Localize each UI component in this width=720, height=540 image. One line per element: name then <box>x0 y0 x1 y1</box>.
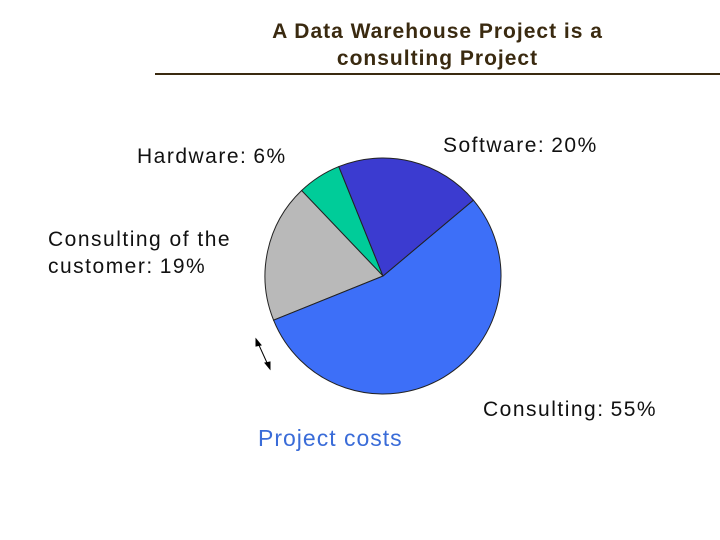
slice-label: Software: 20% <box>443 132 598 159</box>
chart-caption: Project costs <box>258 425 403 451</box>
slice-label: Consulting: 55% <box>483 396 657 423</box>
slice-name: Software: <box>443 134 546 157</box>
pie-slice <box>338 157 475 277</box>
slice-name: Consulting of the customer: <box>48 228 232 278</box>
slice-value: 6% <box>253 145 287 168</box>
slice-name: Consulting: <box>483 398 605 421</box>
slice-value: 20% <box>551 134 598 157</box>
slice-value: 19% <box>159 255 207 278</box>
slice-label: Consulting of the customer: 19% <box>48 226 253 280</box>
pie-slice <box>272 199 502 395</box>
slice-name: Hardware: <box>137 145 248 168</box>
slice-value: 55% <box>610 398 658 421</box>
slice-label: Hardware: 6% <box>137 143 287 170</box>
slide-title: A Data Warehouse Project is a consulting… <box>272 20 603 70</box>
double-arrow <box>255 337 271 371</box>
title-rule <box>155 73 720 75</box>
